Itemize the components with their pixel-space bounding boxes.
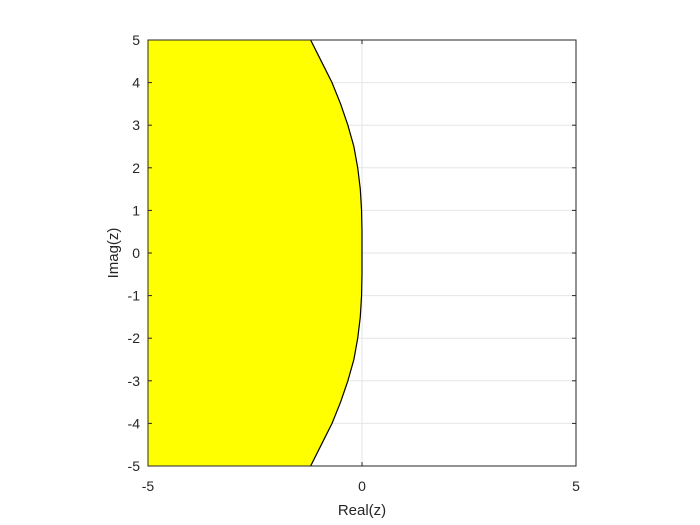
y-tick-labels: 5 4 3 2 1 0 -1 -2 -3 -4 -5 <box>128 32 141 474</box>
y-tick-label: 1 <box>132 202 140 218</box>
y-tick-label: -2 <box>128 330 141 346</box>
y-tick-label: -4 <box>128 415 141 431</box>
y-tick-label: 2 <box>132 160 140 176</box>
stability-region-fill <box>148 40 362 466</box>
y-tick-label: 4 <box>132 75 140 91</box>
y-tick-label: 5 <box>132 32 140 48</box>
x-axis-label: Real(z) <box>338 502 386 519</box>
x-tick-label: 5 <box>572 478 580 494</box>
x-tick-label: -5 <box>142 478 155 494</box>
y-tick-label: 0 <box>132 245 140 261</box>
stability-region-boundary <box>310 39 363 467</box>
axis-ticks <box>147 39 577 467</box>
y-tick-label: -1 <box>128 288 141 304</box>
x-tick-labels: -5 0 5 <box>142 478 580 494</box>
y-axis-label: Imag(z) <box>105 228 122 279</box>
y-tick-label: -3 <box>128 373 141 389</box>
x-tick-label: 0 <box>358 478 366 494</box>
y-tick-label: 3 <box>132 117 140 133</box>
y-tick-label: -5 <box>128 458 141 474</box>
